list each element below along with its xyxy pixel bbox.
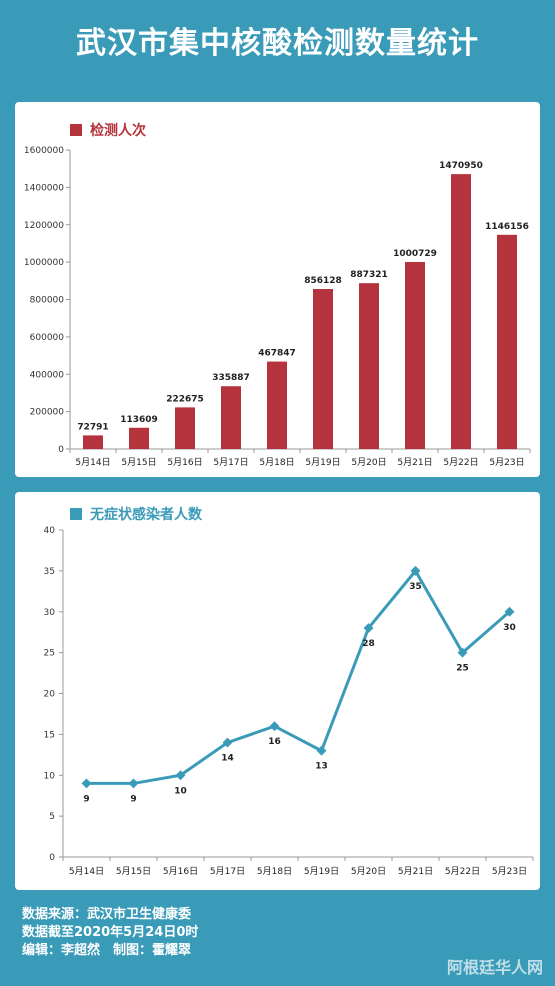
bar-chart: 0 200000 400000 600000 800000 1000000 1200000 1… — [24, 146, 531, 468]
footer-credits: 编辑：李超然 制图：霍耀翠 — [22, 943, 192, 958]
y-tick-label: 200000 — [30, 408, 65, 418]
line-chart-panel: 无症状感染者人数 0 5 10 15 20 25 30 35 40 9 5月14日 9 5月15日 10 5… — [15, 492, 540, 890]
data-label: 28 — [362, 639, 375, 649]
data-label: 856128 — [304, 276, 342, 286]
bar — [405, 261, 425, 449]
data-label: 30 — [503, 623, 516, 633]
y-tick-label: 1000000 — [24, 258, 64, 268]
x-tick-label: 5月17日 — [210, 866, 245, 877]
x-tick-label: 5月20日 — [351, 457, 386, 468]
bar-legend: 检测人次 — [70, 120, 146, 140]
footer-cutoff: 数据截至2020年5月24日0时 — [22, 925, 199, 940]
x-tick-label: 5月19日 — [305, 457, 340, 468]
x-tick-label: 5月20日 — [351, 866, 386, 877]
x-tick-label: 5月23日 — [489, 457, 524, 468]
x-tick-label: 5月22日 — [445, 866, 480, 877]
bar-chart-panel: 检测人次 0 200000 400000 600000 800000 1000000 120… — [15, 102, 540, 477]
x-tick-label: 5月15日 — [121, 457, 156, 468]
bar — [129, 427, 149, 449]
x-tick-label: 5月23日 — [492, 866, 527, 877]
y-tick-label: 10 — [44, 771, 56, 781]
data-label: 467847 — [258, 349, 296, 359]
bar-legend-swatch — [70, 124, 82, 136]
y-tick-label: 30 — [44, 608, 56, 618]
bar — [451, 174, 471, 449]
bar — [175, 407, 195, 449]
data-label: 35 — [409, 582, 422, 592]
page-title: 武汉市集中核酸检测数量统计 — [76, 26, 479, 61]
y-tick-label: 0 — [58, 445, 64, 455]
y-tick-label: 0 — [49, 853, 55, 863]
data-label: 9 — [130, 794, 136, 804]
y-tick-label: 35 — [44, 567, 55, 577]
x-tick-label: 5月17日 — [213, 457, 248, 468]
data-label: 335887 — [212, 373, 250, 383]
data-point — [175, 770, 186, 781]
data-label: 1470950 — [439, 161, 483, 171]
x-tick-label: 5月16日 — [167, 457, 202, 468]
y-tick-label: 20 — [44, 690, 56, 700]
bar — [221, 386, 241, 449]
data-label: 1146156 — [485, 222, 529, 232]
y-tick-label: 400000 — [30, 370, 65, 380]
x-tick-label: 5月15日 — [116, 866, 151, 877]
y-tick-label: 1400000 — [24, 183, 64, 193]
x-tick-label: 5月21日 — [397, 457, 432, 468]
data-point — [410, 565, 421, 576]
bar — [359, 283, 379, 449]
data-point — [81, 778, 92, 789]
data-label: 10 — [174, 786, 187, 796]
series-line — [86, 568, 511, 785]
y-tick-label: 5 — [49, 812, 55, 822]
data-label: 72791 — [77, 422, 108, 432]
x-tick-label: 5月14日 — [69, 866, 104, 877]
line-legend-swatch — [70, 508, 82, 520]
x-tick-label: 5月22日 — [443, 457, 478, 468]
data-point — [128, 778, 139, 789]
x-tick-label: 5月21日 — [398, 866, 433, 877]
data-label: 222675 — [166, 394, 204, 404]
y-tick-label: 15 — [44, 730, 55, 740]
data-label: 113609 — [120, 415, 158, 425]
bar — [313, 289, 333, 449]
bar-legend-label: 检测人次 — [90, 123, 146, 139]
data-label: 16 — [268, 737, 281, 747]
line-legend-label: 无症状感染者人数 — [90, 507, 202, 523]
line-legend: 无症状感染者人数 — [70, 504, 202, 524]
footer: 数据来源：武汉市卫生健康委 数据截至2020年5月24日0时 编辑：李超然 制图… — [22, 906, 198, 960]
data-point — [504, 606, 515, 617]
x-tick-label: 5月16日 — [163, 866, 198, 877]
data-point — [457, 647, 468, 658]
y-tick-label: 600000 — [30, 333, 65, 343]
data-label: 1000729 — [393, 249, 437, 259]
data-label: 887321 — [350, 270, 388, 280]
footer-source: 数据来源：武汉市卫生健康委 — [22, 907, 192, 922]
y-tick-label: 1200000 — [24, 221, 64, 231]
bar — [83, 435, 103, 449]
data-label: 25 — [456, 664, 469, 674]
x-tick-label: 5月19日 — [304, 866, 339, 877]
bar — [497, 234, 517, 449]
y-tick-label: 40 — [44, 526, 56, 536]
data-label: 9 — [83, 794, 89, 804]
x-tick-label: 5月14日 — [75, 457, 110, 468]
y-tick-label: 800000 — [30, 296, 65, 306]
y-tick-label: 1600000 — [24, 146, 64, 156]
bar — [267, 361, 287, 449]
watermark: 阿根廷华人网 — [446, 958, 543, 977]
x-tick-label: 5月18日 — [257, 866, 292, 877]
line-chart: 0 5 10 15 20 25 30 35 40 9 5月14日 9 5月15日 10 5月16日 14 5月1… — [44, 526, 534, 877]
y-tick-label: 25 — [44, 649, 55, 659]
x-tick-label: 5月18日 — [259, 457, 294, 468]
data-label: 13 — [315, 762, 328, 772]
data-label: 14 — [221, 754, 234, 764]
